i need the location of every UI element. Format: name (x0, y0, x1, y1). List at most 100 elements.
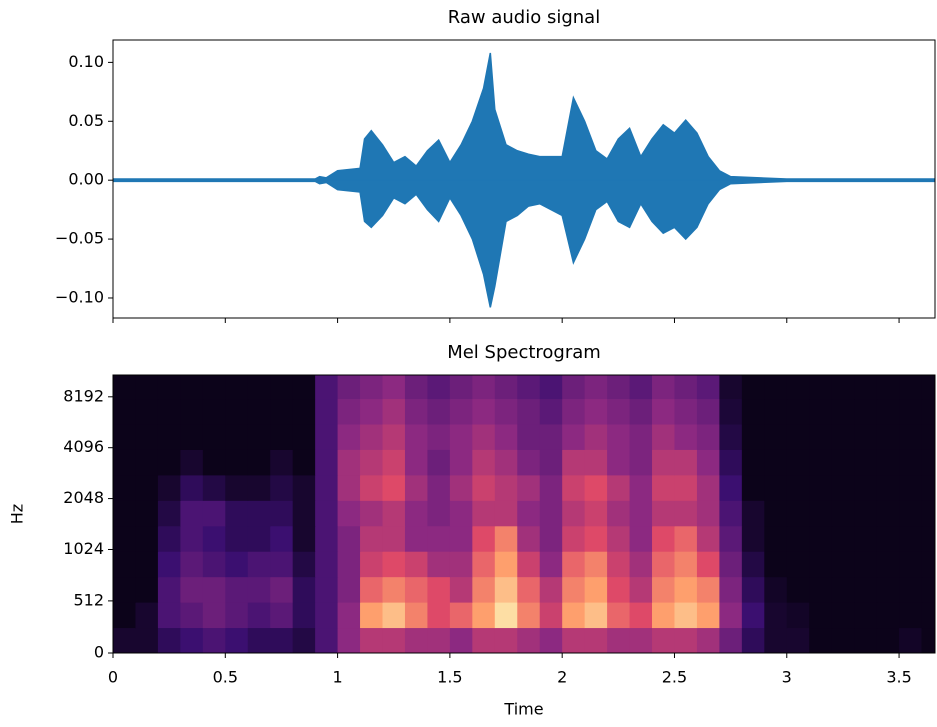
axes-frame (112, 374, 936, 654)
heatmap-cell (876, 375, 900, 400)
y-tick-label: 2048 (63, 488, 104, 507)
heatmap-cell (360, 449, 384, 476)
x-tick-label: 3 (782, 668, 792, 687)
heatmap-cell (562, 525, 586, 552)
heatmap-cell (786, 602, 810, 629)
heatmap-cell (247, 398, 271, 425)
heatmap-cell (360, 551, 384, 578)
heatmap-cell (202, 500, 226, 527)
heatmap-cell (899, 398, 923, 425)
heatmap-cell (180, 375, 204, 400)
heatmap-cell (809, 525, 833, 552)
heatmap-cell (472, 500, 496, 527)
heatmap-cell (876, 551, 900, 578)
heatmap-cell (247, 500, 271, 527)
heatmap-cell (494, 449, 518, 476)
heatmap-cell (472, 627, 496, 653)
heatmap-cell (427, 525, 451, 552)
heatmap-cell (854, 375, 878, 400)
heatmap-cell (113, 375, 136, 400)
y-tick-label: 0.05 (68, 111, 104, 130)
heatmap-cell (449, 627, 473, 653)
heatmap-cell (382, 576, 406, 603)
heatmap-cell (629, 602, 653, 629)
heatmap-cell (494, 474, 518, 501)
heatmap-cell (831, 602, 855, 629)
heatmap-cell (629, 474, 653, 501)
heatmap-cell (652, 551, 675, 578)
heatmap-cell (270, 551, 294, 578)
plot-area (113, 375, 935, 653)
heatmap-cell (674, 474, 698, 501)
heatmap-cell (270, 500, 294, 527)
heatmap-cell (584, 398, 608, 425)
heatmap-cell (899, 423, 923, 450)
heatmap-cell (113, 423, 136, 450)
heatmap-cell (427, 551, 451, 578)
heatmap-cell (854, 449, 878, 476)
y-tick-label: −0.10 (55, 287, 104, 306)
y-tick-label: 0.00 (68, 170, 104, 189)
heatmap-cell (449, 398, 473, 425)
heatmap-cell (404, 398, 428, 425)
heatmap-cell (539, 449, 563, 476)
heatmap-cell (113, 449, 136, 476)
heatmap-cell (786, 525, 810, 552)
heatmap-cell (786, 551, 810, 578)
heatmap-cell (517, 627, 541, 653)
heatmap-cell (427, 398, 451, 425)
heatmap-cell (157, 375, 181, 400)
heatmap-cell (562, 576, 586, 603)
heatmap-cell (292, 627, 316, 653)
heatmap-cell (831, 576, 855, 603)
heatmap-cell (270, 576, 294, 603)
heatmap-cell (337, 423, 361, 450)
heatmap-cell (225, 627, 249, 653)
heatmap-cell (315, 602, 339, 629)
heatmap-cell (629, 500, 653, 527)
heatmap-cell (247, 449, 271, 476)
heatmap-cell (764, 500, 788, 527)
heatmap-cell (202, 551, 226, 578)
x-tick-label: 2 (557, 668, 567, 687)
heatmap-cell (382, 602, 406, 629)
heatmap-cell (562, 551, 586, 578)
heatmap-cell (674, 500, 698, 527)
heatmap-cell (180, 602, 204, 629)
heatmap-cell (225, 500, 249, 527)
heatmap-cell (494, 627, 518, 653)
heatmap-cell (315, 449, 339, 476)
heatmap-cell (404, 551, 428, 578)
heatmap-cell (494, 398, 518, 425)
heatmap-cell (360, 474, 384, 501)
heatmap-cell (360, 627, 384, 653)
heatmap-cell (427, 602, 451, 629)
heatmap-cell (270, 627, 294, 653)
heatmap-cell (360, 500, 384, 527)
heatmap-cell (652, 602, 675, 629)
heatmap-cell (427, 576, 451, 603)
heatmap-cell (270, 525, 294, 552)
heatmap-cell (562, 449, 586, 476)
heatmap-cell (786, 398, 810, 425)
heatmap-cell (225, 525, 249, 552)
heatmap-cell (584, 551, 608, 578)
heatmap-cell (719, 423, 743, 450)
heatmap-cell (652, 500, 675, 527)
heatmap-cell (562, 375, 586, 400)
heatmap-cell (135, 375, 159, 400)
heatmap-cell (472, 375, 496, 400)
heatmap-cell (719, 602, 743, 629)
heatmap-cell (225, 602, 249, 629)
heatmap-cell (539, 551, 563, 578)
heatmap-cell (337, 500, 361, 527)
heatmap-cell (202, 375, 226, 400)
heatmap-cell (337, 551, 361, 578)
heatmap-cell (157, 525, 181, 552)
plot-area (113, 52, 935, 308)
heatmap-cell (202, 449, 226, 476)
heatmap-cell (786, 423, 810, 450)
x-tick-label: 0 (108, 668, 118, 687)
heatmap-cell (202, 627, 226, 653)
